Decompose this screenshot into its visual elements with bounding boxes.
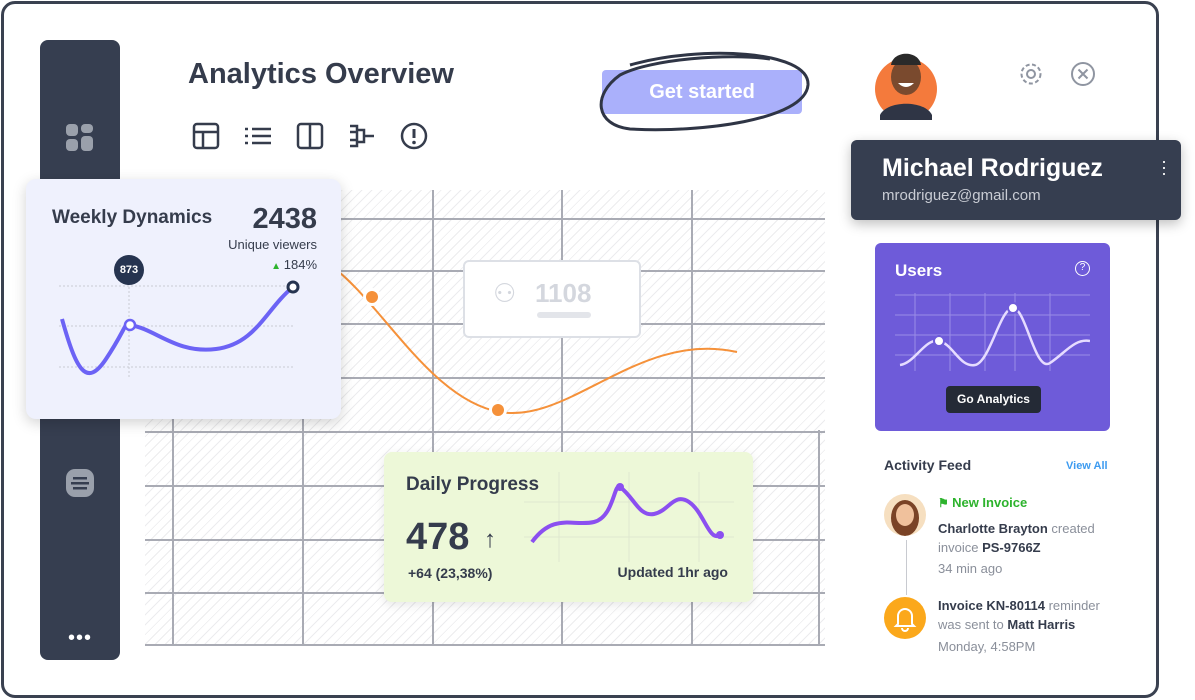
settings-gear-icon[interactable] bbox=[1018, 61, 1044, 87]
activity-item-1: Charlotte Brayton created invoice PS-976… bbox=[938, 519, 1113, 557]
weekly-line-chart bbox=[59, 280, 300, 379]
go-analytics-button[interactable]: Go Analytics bbox=[946, 386, 1041, 413]
columns-icon[interactable] bbox=[295, 122, 325, 152]
activity-text: reminder was sent to bbox=[938, 598, 1100, 632]
user-avatar[interactable] bbox=[875, 45, 938, 120]
users-line-chart bbox=[895, 293, 1090, 371]
help-icon[interactable]: ? bbox=[1075, 261, 1090, 276]
activity-time: Monday, 4:58PM bbox=[938, 639, 1036, 654]
charlotte-avatar[interactable] bbox=[884, 494, 926, 536]
view-all-link[interactable]: View All bbox=[1066, 460, 1108, 472]
arrow-up-icon: ↑ bbox=[484, 526, 496, 553]
kebab-menu-icon[interactable]: · · · bbox=[1161, 151, 1167, 183]
page-title: Analytics Overview bbox=[188, 58, 454, 90]
daily-value: 478 bbox=[406, 516, 470, 558]
flag-icon: ⚑ bbox=[938, 496, 953, 510]
get-started-button[interactable]: Get started bbox=[602, 70, 802, 114]
invoice-ref[interactable]: Invoice KN-80114 bbox=[938, 598, 1045, 613]
profile-email: mrodriguez@gmail.com bbox=[882, 187, 1041, 204]
activity-actor: Charlotte Brayton bbox=[938, 521, 1048, 536]
table-icon[interactable] bbox=[191, 122, 221, 152]
flow-icon[interactable] bbox=[347, 122, 377, 152]
users-group-icon: ⚇ bbox=[493, 278, 517, 308]
viewers-badge: ⚇ 1108 bbox=[463, 260, 641, 338]
daily-line-chart bbox=[524, 472, 734, 562]
activity-item-2: Invoice KN-80114 reminder was sent to Ma… bbox=[938, 596, 1118, 634]
activity-title: Activity Feed bbox=[884, 457, 972, 473]
dashboard-icon[interactable] bbox=[65, 123, 95, 153]
tooltip-873: 873 bbox=[114, 255, 144, 285]
users-title: Users bbox=[895, 261, 943, 280]
list-icon[interactable] bbox=[243, 122, 273, 152]
bell-icon bbox=[884, 597, 926, 639]
up-triangle-icon: ▲ bbox=[271, 261, 284, 272]
daily-progress-card: Daily Progress 478 ↑ +64 (23,38%) Update… bbox=[384, 452, 753, 602]
alert-icon[interactable] bbox=[399, 122, 429, 152]
more-icon[interactable]: ••• bbox=[67, 627, 92, 649]
scribble-circle bbox=[599, 51, 810, 132]
badge-value: 1108 bbox=[535, 278, 592, 308]
weekly-sub: Unique viewers bbox=[228, 237, 317, 252]
document-icon[interactable] bbox=[65, 468, 95, 498]
users-card: Users ? Go Analytics bbox=[875, 243, 1110, 431]
activity-tag: New Invoice bbox=[952, 495, 1028, 510]
activity-time: 34 min ago bbox=[938, 561, 1003, 576]
profile-card: Michael Rodriguez mrodriguez@gmail.com ·… bbox=[851, 140, 1181, 220]
weekly-title: Weekly Dynamics bbox=[52, 207, 213, 228]
weekly-dynamics-card: Weekly Dynamics 2438 Unique viewers ▲ 18… bbox=[26, 179, 341, 419]
daily-delta: +64 (23,38%) bbox=[408, 565, 493, 581]
close-icon[interactable] bbox=[1070, 61, 1096, 87]
daily-title: Daily Progress bbox=[406, 474, 540, 495]
activity-text: created invoice bbox=[938, 521, 1095, 555]
daily-updated: Updated 1hr ago bbox=[617, 564, 728, 580]
weekly-value: 2438 bbox=[252, 203, 317, 235]
profile-name: Michael Rodriguez bbox=[882, 154, 1103, 182]
activity-actor: Matt Harris bbox=[1007, 617, 1076, 632]
invoice-ref[interactable]: PS-9766Z bbox=[982, 540, 1041, 555]
weekly-change: 184% bbox=[283, 257, 317, 272]
